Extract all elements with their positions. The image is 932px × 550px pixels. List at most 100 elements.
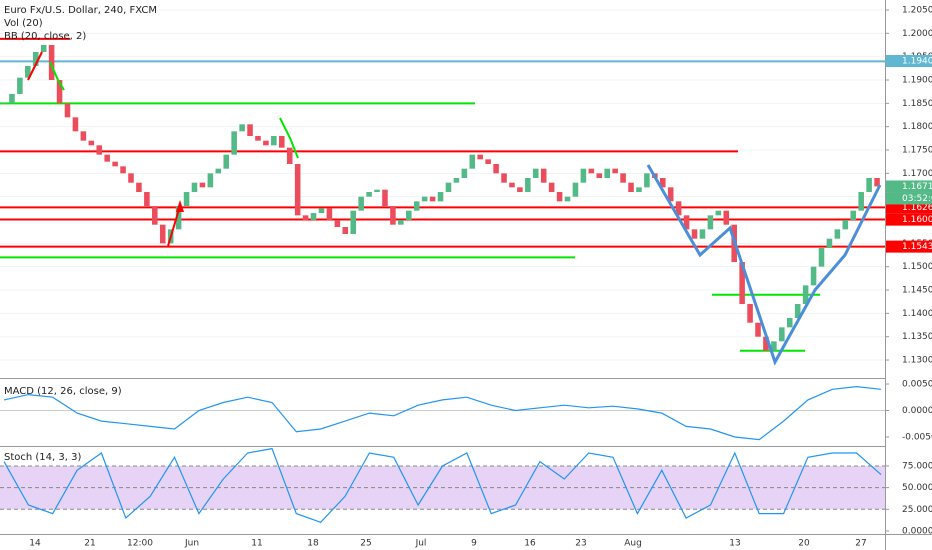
candle xyxy=(445,182,452,193)
candle xyxy=(263,140,269,146)
x-tick-label: Aug xyxy=(624,539,642,549)
candle xyxy=(25,65,31,78)
price-tag-label: 1.16266 xyxy=(902,203,932,213)
candle xyxy=(525,178,531,193)
candle xyxy=(104,154,110,162)
candle xyxy=(279,136,285,148)
candle xyxy=(667,187,674,202)
candle xyxy=(366,192,372,197)
candle xyxy=(183,192,190,207)
candle xyxy=(398,220,404,225)
y-tick-label: 1.20000 xyxy=(902,29,932,39)
candle xyxy=(17,77,23,94)
candle xyxy=(310,213,317,221)
candle xyxy=(96,145,103,155)
candle xyxy=(620,173,626,183)
candle xyxy=(9,93,15,104)
x-tick-label: 18 xyxy=(307,539,319,549)
candle xyxy=(342,227,349,235)
candle xyxy=(191,182,198,193)
price-tag xyxy=(886,213,932,226)
price-tag xyxy=(886,55,932,68)
arrow xyxy=(49,61,65,91)
y-tick-label: 1.19000 xyxy=(902,75,932,85)
candle xyxy=(683,215,690,230)
candle xyxy=(207,173,214,188)
x-tick-label: 14 xyxy=(29,539,41,549)
x-tick-label: 12:00 xyxy=(127,539,153,549)
candle xyxy=(810,266,817,286)
candle xyxy=(350,210,357,235)
candle xyxy=(580,168,587,183)
x-tick-label: 23 xyxy=(575,539,586,549)
price-tag-label: 1.16719 xyxy=(902,182,932,192)
candle xyxy=(437,192,444,202)
candle xyxy=(755,322,761,337)
y-tick-label: 0.0000 xyxy=(902,526,932,536)
arrow xyxy=(27,51,43,81)
y-tick-label: 0.0000 xyxy=(902,406,932,416)
y-tick-label: -0.0050 xyxy=(902,432,932,442)
candle xyxy=(818,248,825,267)
candle xyxy=(421,196,428,202)
x-tick-label: 25 xyxy=(360,539,371,549)
candle xyxy=(596,173,603,179)
price-tag xyxy=(886,180,932,193)
candle xyxy=(485,159,491,165)
candle xyxy=(763,336,769,351)
candle xyxy=(72,117,79,132)
y-tick-label: 50.0000 xyxy=(902,483,932,493)
chart-title: Euro Fx/U.S. Dollar, 240, FXCM xyxy=(4,5,157,16)
candle xyxy=(271,136,277,146)
candle xyxy=(120,166,126,174)
candle xyxy=(794,304,801,319)
candle xyxy=(723,210,730,225)
candle xyxy=(358,196,364,211)
candle xyxy=(56,79,63,104)
y-tick-label: 1.17500 xyxy=(902,146,932,156)
y-tick-label: 1.13500 xyxy=(902,332,932,342)
candle xyxy=(64,103,71,118)
y-tick-label: 1.18500 xyxy=(902,99,932,109)
candle xyxy=(247,124,253,137)
candle xyxy=(136,182,142,193)
candle xyxy=(175,206,182,230)
candle xyxy=(572,182,579,197)
countdown-bg xyxy=(886,192,932,205)
candle xyxy=(477,154,483,160)
candle xyxy=(255,136,261,141)
indicator-label: Vol (20) xyxy=(4,18,43,29)
x-tick-label: 21 xyxy=(84,539,95,549)
candle xyxy=(564,196,571,202)
y-tick-label: 1.14500 xyxy=(902,286,932,296)
candle xyxy=(239,124,245,132)
candle xyxy=(517,187,523,193)
candle xyxy=(540,168,547,183)
candle xyxy=(223,154,230,169)
candle xyxy=(802,285,809,305)
y-tick-label: 25.0000 xyxy=(902,505,932,515)
candle xyxy=(556,192,563,202)
candle xyxy=(80,131,87,141)
candle xyxy=(326,208,333,221)
candle xyxy=(874,178,880,187)
candle xyxy=(231,131,237,155)
candle xyxy=(715,210,722,216)
candle xyxy=(112,161,118,167)
candle xyxy=(453,178,460,183)
y-tick-label: 1.18000 xyxy=(902,122,932,132)
x-tick-label: Jun xyxy=(184,539,199,549)
candle xyxy=(850,210,857,221)
candle xyxy=(779,327,785,342)
candle xyxy=(390,206,396,225)
candle xyxy=(509,182,515,188)
candle xyxy=(675,201,682,216)
candle xyxy=(159,224,166,244)
candle xyxy=(128,173,134,183)
candle xyxy=(215,168,222,174)
candle xyxy=(294,164,301,216)
candle xyxy=(532,168,539,179)
macd-line xyxy=(3,385,882,441)
x-tick-label: 9 xyxy=(471,539,477,549)
